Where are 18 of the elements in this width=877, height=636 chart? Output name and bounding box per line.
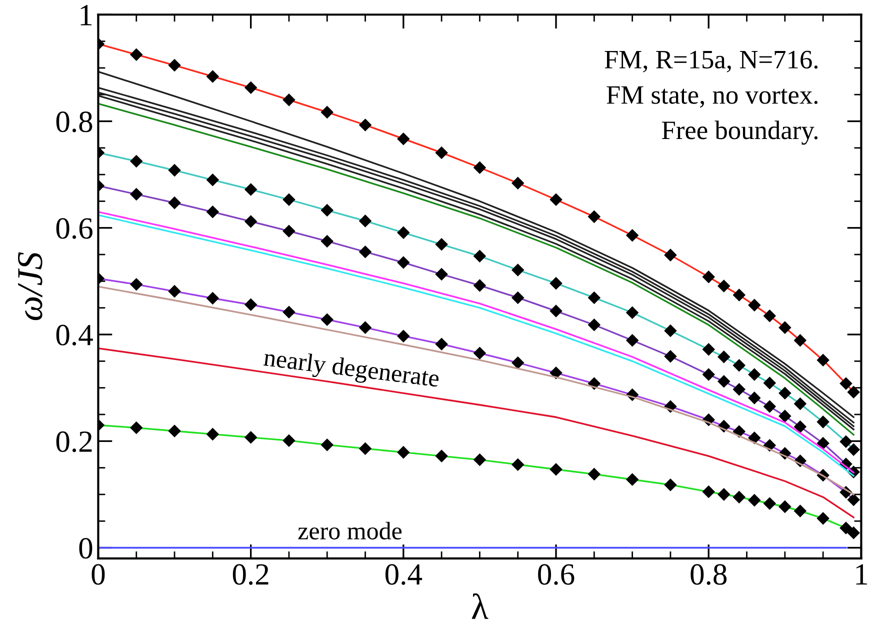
y-tick-label: 0.2 <box>56 431 92 452</box>
annotation: Free boundary. <box>662 120 818 145</box>
y-tick-label: 0.4 <box>56 324 93 346</box>
x-tick-label: 1 <box>856 564 868 584</box>
x-tick-label: 0.8 <box>690 564 727 585</box>
annotation: nearly degenerate <box>262 348 440 392</box>
y-tick-label: 0.8 <box>56 112 92 132</box>
x-tick-label: 0.4 <box>385 564 422 585</box>
x-tick-label: 0.2 <box>232 564 268 585</box>
y-tick-label: 0 <box>79 538 92 559</box>
annotation: FM, R=15a, N=716. <box>604 50 818 72</box>
y-tick-label: 0.6 <box>56 218 92 239</box>
annotation: zero mode <box>298 522 402 540</box>
x-axis-title: λ <box>472 593 488 619</box>
y-tick-label: 1 <box>80 5 92 26</box>
x-tick-label: 0.6 <box>538 564 574 585</box>
annotation: FM state, no vortex. <box>606 86 818 108</box>
y-axis-title: ω/JS <box>18 252 42 320</box>
